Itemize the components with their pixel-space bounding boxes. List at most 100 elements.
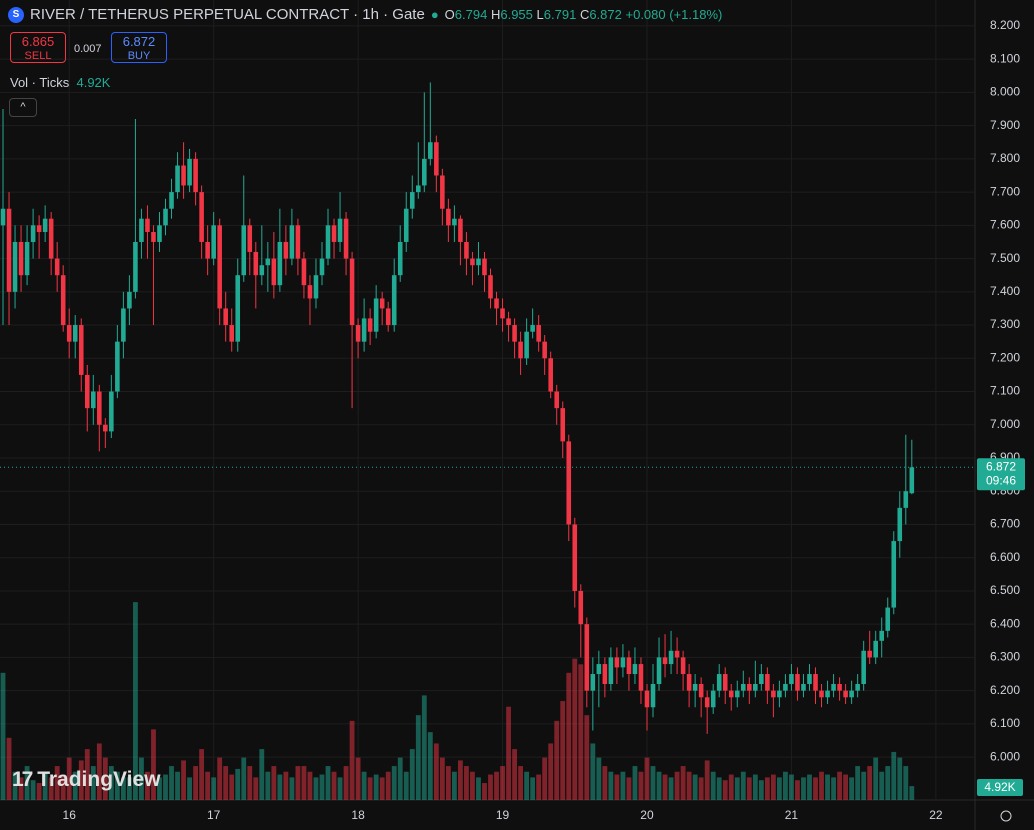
- volume-bar: [145, 771, 150, 800]
- volume-bar: [102, 757, 108, 800]
- volume-bar: [193, 766, 199, 800]
- volume-bar: [217, 757, 223, 800]
- candle-body: [259, 265, 265, 276]
- volume-bar: [433, 743, 439, 800]
- low: 6.791: [543, 7, 577, 22]
- candle-body: [771, 690, 776, 698]
- volume-bar: [789, 774, 794, 800]
- volume-bar: [813, 777, 818, 800]
- volume-bar: [403, 771, 409, 800]
- candle-body: [885, 607, 891, 631]
- candle-body: [698, 684, 704, 698]
- x-tick-label: 17: [207, 808, 221, 822]
- candle-body: [78, 325, 84, 375]
- candle-body: [145, 218, 150, 232]
- candle-body: [524, 331, 529, 359]
- collapse-button[interactable]: ^: [9, 98, 37, 117]
- y-tick-label: 6.300: [990, 650, 1020, 664]
- volume-bar: [692, 774, 698, 800]
- candle-body: [674, 650, 680, 658]
- volume-tag: [977, 779, 1023, 796]
- volume-bar: [277, 774, 283, 800]
- x-tick-label: 19: [496, 808, 510, 822]
- candle-body: [614, 657, 620, 668]
- candle-body: [121, 308, 126, 342]
- volume-bar: [734, 777, 740, 800]
- volume-bar: [349, 720, 355, 800]
- y-tick-label: 6.100: [990, 716, 1020, 730]
- y-tick-label: 7.500: [990, 251, 1020, 265]
- high: 6.955: [500, 7, 533, 22]
- candle-body: [584, 624, 590, 691]
- volume-bar: [578, 664, 584, 800]
- candle-body: [753, 684, 758, 691]
- candle-body: [325, 225, 331, 259]
- volume-bar: [849, 777, 855, 800]
- candle-body: [169, 192, 174, 209]
- y-tick-label: 7.000: [990, 417, 1020, 431]
- buy-label: BUY: [127, 50, 151, 62]
- volume-bar: [60, 774, 66, 800]
- candle-body: [337, 218, 343, 242]
- y-tick-label: 7.700: [990, 184, 1020, 198]
- candle-body: [458, 218, 463, 242]
- candle-body: [741, 684, 746, 691]
- volume-bar: [770, 774, 776, 800]
- volume-bar: [482, 783, 487, 800]
- volume-bar: [614, 774, 620, 800]
- volume-bar: [518, 766, 524, 800]
- volume-bar: [66, 757, 72, 800]
- candle-body: [807, 674, 812, 685]
- candle-body: [710, 690, 716, 708]
- candle-body: [650, 684, 656, 708]
- candle-body: [373, 298, 379, 332]
- o-label: O: [444, 7, 455, 22]
- buy-button[interactable]: 6.872 BUY: [111, 32, 167, 63]
- volume-bar: [409, 749, 415, 800]
- volume-bar: [746, 777, 752, 800]
- candle-body: [572, 524, 578, 591]
- candle-body: [48, 218, 54, 259]
- volume-bar: [825, 774, 830, 800]
- candle-body: [223, 308, 228, 326]
- volume-bar: [199, 749, 205, 800]
- volume-bar: [897, 757, 903, 800]
- candle-body: [403, 208, 409, 242]
- candle-body: [361, 318, 367, 342]
- volume-bar: [313, 777, 319, 800]
- candle-body: [193, 158, 198, 193]
- candle-body: [199, 192, 204, 242]
- volume-bar: [686, 771, 692, 800]
- volume-bar: [861, 771, 867, 800]
- volume-bar: [536, 774, 542, 800]
- candle-body: [331, 225, 337, 242]
- volume-bar: [295, 766, 301, 800]
- volume-bar: [427, 732, 433, 800]
- volume-bar: [133, 602, 138, 800]
- candle-body: [241, 225, 247, 276]
- candle-body: [777, 690, 782, 698]
- volume-bar: [0, 672, 6, 800]
- x-tick-label: 20: [640, 808, 654, 822]
- candle-body: [397, 241, 403, 276]
- volume-bar: [494, 771, 499, 800]
- candle-body: [566, 441, 572, 525]
- volume-bar: [157, 777, 162, 800]
- candle-body: [307, 285, 313, 299]
- candle-body: [686, 674, 692, 691]
- candle-body: [662, 657, 668, 665]
- volume-bar: [90, 766, 96, 800]
- volume-bar: [464, 766, 469, 800]
- volume-bar: [783, 771, 788, 800]
- candle-body: [728, 690, 734, 698]
- volume-bar: [391, 766, 397, 800]
- volume-bar: [445, 766, 451, 800]
- volume-bar: [54, 766, 60, 800]
- x-tick-label: 22: [929, 808, 943, 822]
- volume-bar: [337, 777, 343, 800]
- volume-name: Vol · Ticks: [10, 75, 70, 90]
- candle-body: [590, 674, 596, 691]
- sell-button[interactable]: 6.865 SELL: [10, 32, 66, 63]
- last-price-tag: [977, 458, 1025, 491]
